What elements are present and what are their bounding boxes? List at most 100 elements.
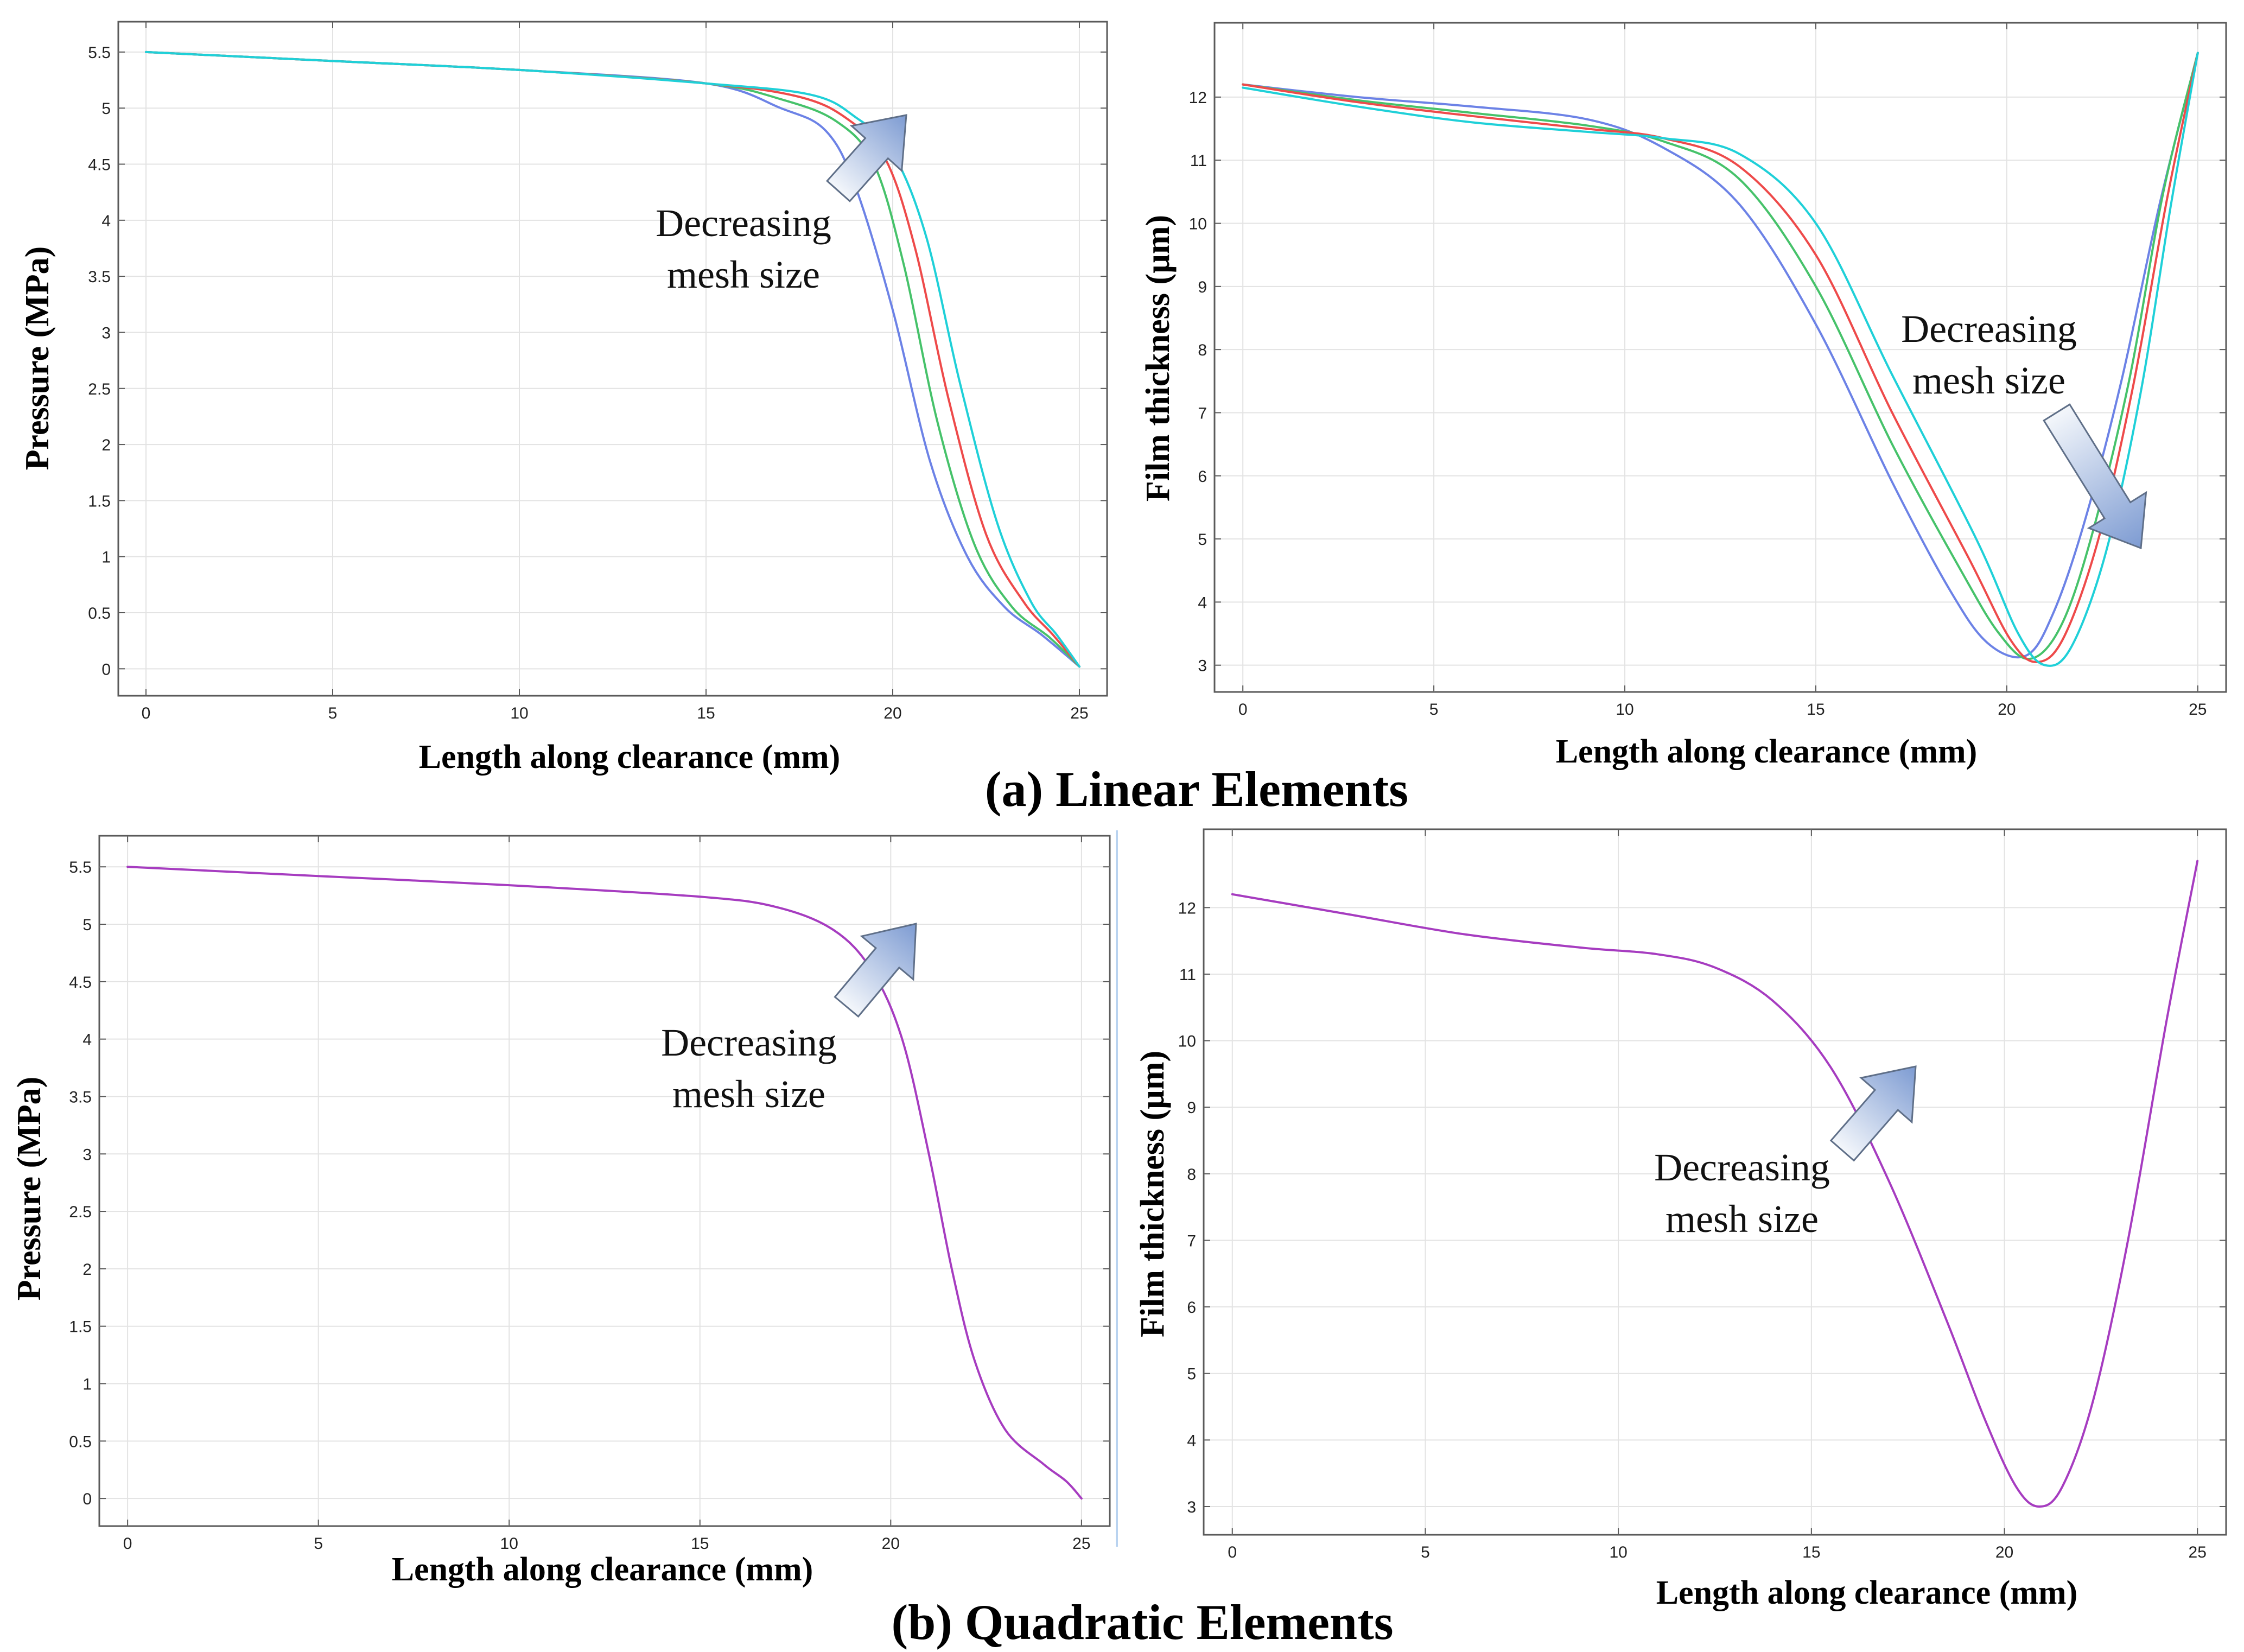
y-tick-label: 3: [1198, 657, 1207, 675]
x-tick-label: 25: [1072, 1535, 1090, 1553]
plot-area: [1213, 22, 2227, 693]
y-tick-label: 5: [1187, 1365, 1196, 1383]
y-tick-label: 3.5: [69, 1088, 92, 1106]
x-tick-label: 0: [1228, 1543, 1237, 1561]
series-line-quadratic: [1231, 860, 2199, 1508]
y-tick-label: 2.5: [69, 1203, 92, 1221]
y-tick-label: 2.5: [88, 380, 111, 398]
x-axis-title: Length along clearance (mm): [419, 739, 841, 776]
y-tick-label: 4: [82, 1031, 92, 1049]
y-tick-label: 1.5: [69, 1318, 92, 1336]
trend-arrow-icon: [834, 923, 917, 1018]
x-tick-label: 25: [1070, 704, 1088, 722]
x-tick-label: 20: [1995, 1543, 2013, 1561]
y-tick-label: 0: [101, 660, 111, 678]
y-tick-label: 11: [1179, 966, 1196, 984]
trend-arrow-icon: [825, 114, 907, 202]
chart-a-film: 0 5 10 15 20 25 3 4 5 6 7 8 9 10 11 12 Length along clea…: [1140, 22, 2227, 770]
y-tick-label: 0.5: [88, 605, 111, 622]
y-tick-label: 0.5: [69, 1433, 92, 1451]
x-tick-label: 25: [2189, 701, 2207, 719]
y-tick-label: 4.5: [88, 156, 111, 174]
y-tick-label: 10: [1178, 1033, 1196, 1051]
y-tick-label: 8: [1187, 1166, 1196, 1184]
y-tick-label: 4: [101, 212, 111, 230]
trend-arrow-icon: [1829, 1065, 1917, 1162]
y-tick-label: 5: [82, 916, 92, 934]
y-axis-title: Film thickness (µm): [1140, 215, 1177, 501]
x-tick-label: 15: [697, 704, 715, 722]
chart-b-film: 0 5 10 15 20 25 3 4 5 6 7 8 9 10 11 12 Length along clea…: [1134, 828, 2227, 1611]
y-tick-label: 10: [1189, 215, 1207, 233]
x-axis-title: Length along clearance (mm): [392, 1551, 813, 1588]
y-tick-label: 3: [82, 1146, 92, 1164]
y-tick-label: 9: [1198, 278, 1207, 296]
x-tick-label: 5: [328, 704, 338, 722]
annotation-line-2: mesh size: [1912, 359, 2065, 402]
annotation-line-1: Decreasing: [1901, 307, 2077, 351]
y-tick-label: 12: [1189, 89, 1207, 107]
x-tick-label: 5: [314, 1535, 323, 1553]
y-tick-label: 3: [1187, 1498, 1196, 1516]
annotation-line-1: Decreasing: [661, 1021, 837, 1064]
y-tick-label: 2: [82, 1261, 92, 1279]
y-tick-label: 5.5: [88, 44, 111, 62]
x-tick-label: 10: [1609, 1543, 1627, 1561]
plot-area: [117, 21, 1108, 697]
x-tick-label: 20: [882, 1535, 900, 1553]
y-tick-label: 12: [1178, 899, 1196, 917]
y-tick-label: 6: [1198, 468, 1207, 486]
series-line-mesh-4: [1242, 52, 2199, 667]
series-line-mesh-2: [1242, 52, 2199, 660]
y-tick-label: 1.5: [88, 492, 111, 510]
x-tick-label: 15: [1807, 701, 1825, 719]
annotation-line-2: mesh size: [667, 253, 820, 296]
annotation-line-2: mesh size: [1665, 1197, 1819, 1241]
y-tick-label: 7: [1187, 1232, 1196, 1250]
x-tick-label: 20: [1998, 701, 2016, 719]
chart-b-pressure: 0 5 10 15 20 25 0 0.5 1 1.5 2 2.5 3 3.5 4 4.5 5 5.5 Length…: [11, 835, 1111, 1588]
x-tick-label: 5: [1429, 701, 1439, 719]
y-tick-label: 2: [101, 436, 111, 454]
annotation-line-1: Decreasing: [1654, 1146, 1830, 1189]
x-tick-label: 15: [1802, 1543, 1820, 1561]
y-axis-title: Pressure (MPa): [19, 246, 56, 471]
y-tick-label: 7: [1198, 404, 1207, 422]
x-tick-label: 25: [2189, 1543, 2207, 1561]
x-tick-label: 10: [1616, 701, 1633, 719]
trend-arrow-icon: [2043, 403, 2147, 550]
series-line-mesh-3: [1242, 52, 2199, 663]
x-tick-label: 15: [691, 1535, 709, 1553]
y-tick-label: 1: [101, 549, 111, 567]
y-tick-label: 4: [1198, 594, 1207, 612]
y-tick-label: 11: [1190, 152, 1207, 170]
plot-area: [98, 835, 1111, 1527]
chart-a-pressure: 0 5 10 15 20 25 0 0.5 1 1.5 2 2.5 3 3.5 4 4.5 5 5.5 Length…: [19, 21, 1108, 776]
y-tick-label: 4: [1187, 1432, 1196, 1450]
x-tick-label: 5: [1421, 1543, 1430, 1561]
x-axis-title: Length along clearance (mm): [1656, 1574, 2078, 1611]
annotation-line-2: mesh size: [672, 1072, 825, 1116]
y-tick-label: 6: [1187, 1299, 1196, 1317]
y-axis-title: Pressure (MPa): [11, 1077, 48, 1301]
y-tick-label: 8: [1198, 341, 1207, 359]
x-tick-label: 10: [510, 704, 528, 722]
y-tick-label: 3.5: [88, 268, 111, 286]
x-tick-label: 20: [883, 704, 901, 722]
plot-area: [1203, 828, 2227, 1536]
annotation-line-1: Decreasing: [656, 201, 831, 245]
y-axis-title: Film thickness (µm): [1134, 1051, 1171, 1337]
x-tick-label: 0: [142, 704, 151, 722]
y-tick-label: 0: [82, 1490, 92, 1508]
series-line-mesh-1: [1242, 52, 2199, 659]
section-title-a: (a) Linear Elements: [985, 761, 1408, 817]
x-tick-label: 10: [500, 1535, 518, 1553]
section-title-b: (b) Quadratic Elements: [891, 1594, 1393, 1650]
y-tick-label: 9: [1187, 1099, 1196, 1117]
y-tick-label: 4.5: [69, 974, 92, 992]
x-tick-label: 0: [1238, 701, 1248, 719]
y-tick-label: 3: [101, 324, 111, 342]
x-tick-label: 0: [123, 1535, 132, 1553]
x-axis-title: Length along clearance (mm): [1556, 733, 1978, 770]
